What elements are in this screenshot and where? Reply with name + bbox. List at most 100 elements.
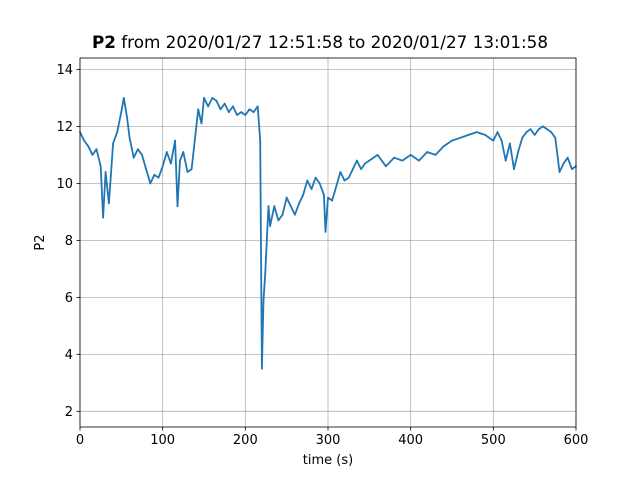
data-point [104, 171, 107, 173]
y-tick-label: 14 [56, 63, 73, 78]
data-point [182, 151, 185, 153]
data-point [314, 176, 317, 179]
data-point [343, 179, 346, 182]
data-point [356, 159, 358, 162]
data-point [294, 213, 296, 216]
data-point [459, 136, 462, 139]
data-point [323, 193, 325, 196]
data-point [521, 136, 524, 139]
x-tick-label: 100 [150, 433, 175, 448]
data-point [83, 139, 85, 142]
data-point [434, 154, 437, 156]
data-point [157, 176, 160, 179]
data-point [273, 205, 276, 208]
data-point [211, 97, 214, 99]
x-tick-label: 200 [233, 433, 258, 448]
data-layer [79, 97, 577, 370]
x-tick-label: 500 [481, 433, 506, 448]
data-point [200, 122, 203, 125]
data-point [223, 102, 226, 105]
data-point [87, 145, 90, 148]
data-point [318, 182, 321, 185]
data-point [179, 159, 181, 162]
data-point [554, 136, 557, 139]
data-point [122, 97, 125, 99]
data-point [197, 108, 200, 111]
data-point [418, 159, 420, 162]
data-point [409, 154, 412, 156]
data-point [289, 205, 292, 208]
data-point [259, 139, 262, 142]
data-point [252, 111, 255, 113]
x-tick-label: 300 [316, 433, 341, 448]
y-tick-label: 6 [65, 291, 73, 306]
data-point [351, 168, 354, 171]
data-point [265, 239, 268, 242]
data-point [91, 154, 94, 156]
grid [79, 58, 577, 427]
data-point [347, 176, 350, 179]
data-point [376, 154, 379, 156]
data-point [137, 148, 139, 151]
y-axis-label: P2 [33, 234, 48, 250]
y-tick-label: 2 [65, 405, 73, 420]
data-point [174, 139, 177, 142]
data-point [504, 159, 507, 162]
data-point [141, 154, 143, 156]
chart-title-rest: from 2020/01/27 12:51:58 to 2020/01/27 1… [115, 32, 549, 52]
data-point [95, 148, 98, 151]
data-point [529, 128, 532, 131]
data-point [215, 99, 218, 102]
data-point [571, 168, 573, 171]
data-point [364, 162, 367, 165]
data-point [262, 299, 265, 302]
data-point [269, 225, 271, 228]
data-point [537, 128, 540, 131]
y-tick-label: 4 [65, 348, 73, 363]
data-point [496, 131, 499, 134]
data-point [426, 151, 429, 153]
data-point [128, 136, 131, 139]
data-point [562, 162, 565, 165]
data-point [149, 182, 152, 185]
data-point [517, 151, 519, 153]
data-point [500, 139, 503, 142]
data-point [360, 168, 362, 171]
data-point [203, 97, 205, 99]
data-point [385, 165, 387, 168]
data-point [475, 131, 478, 134]
data-point [112, 142, 114, 145]
data-point [281, 213, 284, 216]
data-point [248, 108, 251, 111]
data-point [566, 156, 569, 159]
y-tick-label: 12 [56, 120, 73, 135]
data-point [442, 145, 445, 148]
data-point [236, 114, 239, 116]
data-point [186, 171, 189, 173]
data-point [102, 216, 104, 219]
data-point [393, 156, 395, 159]
data-point [368, 159, 371, 162]
data-point [277, 219, 280, 222]
data-point [546, 128, 548, 131]
data-point [327, 196, 329, 199]
data-point [153, 173, 156, 176]
data-point [335, 185, 338, 188]
data-point [492, 139, 495, 142]
data-point [331, 199, 333, 202]
chart-title-bold: P2 [91, 32, 116, 52]
data-point [298, 202, 300, 205]
data-point [161, 165, 164, 168]
data-point [145, 168, 148, 171]
data-point [170, 162, 172, 165]
data-point [176, 205, 179, 208]
data-point [324, 230, 327, 233]
data-point [267, 205, 270, 208]
data-point [232, 105, 234, 108]
data-point [401, 159, 404, 162]
data-point [550, 131, 553, 134]
data-point [264, 273, 267, 276]
data-point [285, 196, 288, 199]
